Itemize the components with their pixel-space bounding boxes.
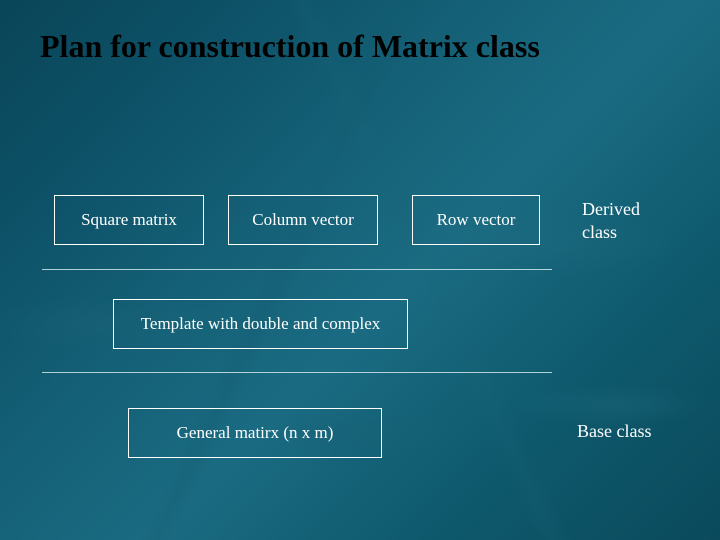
divider-1 [42, 269, 552, 270]
slide: Plan for construction of Matrix class Sq… [0, 0, 720, 540]
slide-title: Plan for construction of Matrix class [40, 28, 680, 65]
box-square-matrix: Square matrix [54, 195, 204, 245]
box-row-vector: Row vector [412, 195, 540, 245]
box-column-vector: Column vector [228, 195, 378, 245]
label-base-class: Base class [577, 420, 677, 443]
divider-2 [42, 372, 552, 373]
label-derived-class: Derived class [582, 198, 672, 245]
box-general-matrix: General matirx (n x m) [128, 408, 382, 458]
box-template: Template with double and complex [113, 299, 408, 349]
